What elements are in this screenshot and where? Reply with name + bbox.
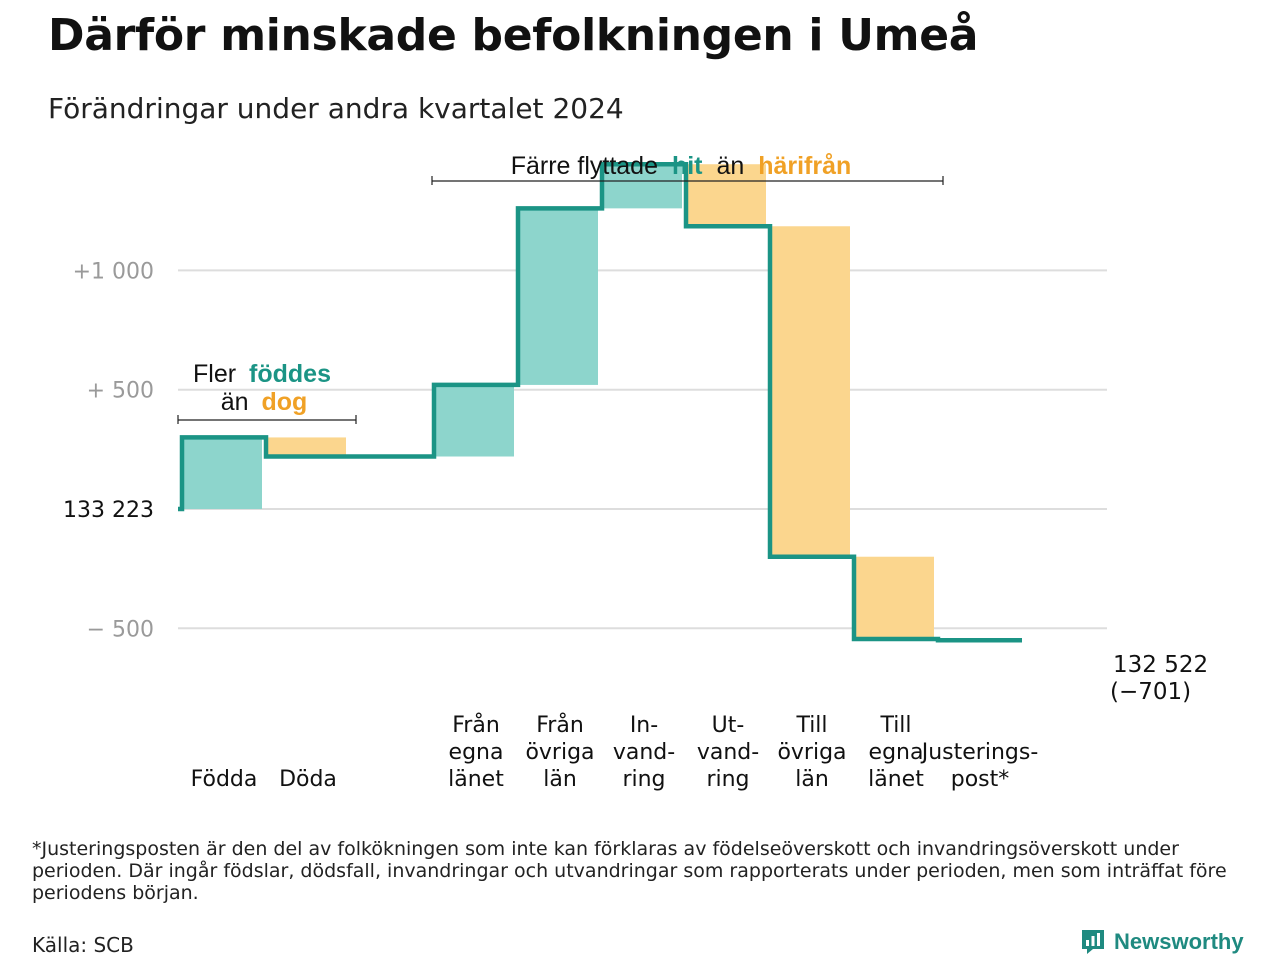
waterfall-chart: +1 000 + 500 133 223 − 500 Färre flyttade h… — [63, 152, 1208, 792]
top-annotation-hit: hit — [672, 152, 703, 180]
category-label-line: Ut- — [712, 713, 745, 738]
newsworthy-logo-icon — [1082, 930, 1104, 954]
left-annotation-dog: dog — [261, 388, 307, 416]
bars — [182, 164, 1018, 641]
category-label-line: länet — [868, 767, 924, 792]
category-label-line: länet — [448, 767, 504, 792]
y-tick-label: + 500 — [87, 379, 154, 404]
category-label: Till egna länet — [868, 713, 924, 792]
left-annotation-fodde: föddes — [249, 360, 331, 388]
category-label-line: post* — [951, 767, 1010, 792]
left-annotation-line2: än dog — [221, 388, 308, 416]
bar-increase — [434, 384, 514, 457]
category-label: Döda — [279, 767, 337, 792]
y-axis-ticks: +1 000 + 500 133 223 − 500 — [63, 259, 154, 642]
category-label-line: ring — [622, 767, 665, 792]
chart-subtitle: Förändringar under andra kvartalet 2024 — [48, 92, 624, 125]
bar-decrease — [770, 226, 850, 557]
bar-increase — [518, 208, 598, 385]
category-label: Födda — [191, 767, 258, 792]
category-label: Från övriga län — [525, 712, 594, 792]
bar-decrease — [854, 556, 934, 640]
category-label-line: Från — [536, 712, 584, 738]
left-annotation-an: än — [221, 388, 249, 416]
category-label-line: Döda — [279, 767, 337, 792]
bar-increase — [182, 437, 262, 509]
left-annotation-prefix: Fler — [193, 360, 236, 388]
category-label-line: ring — [706, 767, 749, 792]
cumulative-step-line — [178, 161, 1022, 643]
bar-increase — [602, 164, 682, 209]
end-change-label: (−701) — [1110, 679, 1191, 705]
grid-lines — [178, 269, 1107, 630]
category-label: Ut-vand-ring — [697, 713, 759, 792]
footnote: *Justeringsposten är den del av folkökni… — [32, 838, 1227, 904]
bar-decrease — [266, 437, 346, 457]
chart-title: Därför minskade befolkningen i Umeå — [48, 10, 979, 61]
category-label-line: In- — [630, 713, 658, 738]
category-label-line: vand- — [613, 740, 675, 765]
category-label-line: län — [795, 767, 829, 792]
left-annotation-line1: Fler föddes — [193, 360, 331, 388]
category-label: Från egna länet — [448, 712, 504, 792]
category-label: Justerings-post* — [920, 740, 1039, 792]
category-label-line: egna — [449, 740, 504, 765]
end-value-label: 132 522 — [1113, 652, 1208, 678]
brand-logo: Newsworthy — [1080, 928, 1244, 956]
category-label-line: övriga — [525, 740, 594, 765]
start-value-label: 133 223 — [63, 498, 154, 523]
category-label-line: vand- — [697, 740, 759, 765]
category-label: Till övriga län — [777, 713, 846, 792]
category-label-line: län — [543, 767, 577, 792]
y-tick-label: +1 000 — [73, 259, 154, 284]
category-label-line: Födda — [191, 767, 258, 792]
brand-name: Newsworthy — [1114, 929, 1244, 954]
top-annotation-prefix: Färre flyttade — [511, 152, 658, 180]
category-label-line: Till — [879, 713, 911, 738]
top-annotation: Färre flyttade hit än härifrån — [511, 152, 852, 180]
top-annotation-harifran: härifrån — [758, 152, 851, 180]
category-label-line: Justerings- — [920, 740, 1039, 765]
category-label: In-vand-ring — [613, 713, 675, 792]
y-tick-label: − 500 — [87, 617, 154, 642]
category-label-line: Från — [452, 712, 500, 738]
category-label-line: Till — [795, 713, 827, 738]
category-label-line: egna — [869, 740, 924, 765]
top-annotation-mid: än — [716, 152, 744, 180]
bar-decrease — [686, 164, 766, 227]
source: Källa: SCB — [32, 933, 134, 957]
category-label-line: övriga — [777, 740, 846, 765]
